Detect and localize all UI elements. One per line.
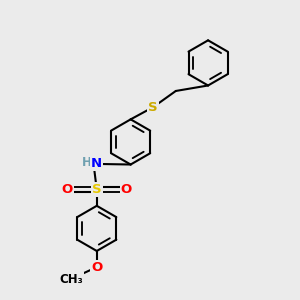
Text: H: H: [82, 156, 92, 169]
Text: CH₃: CH₃: [59, 272, 83, 286]
Text: O: O: [121, 183, 132, 196]
Text: O: O: [91, 261, 102, 274]
Text: N: N: [91, 158, 102, 170]
Text: S: S: [148, 100, 158, 114]
Text: O: O: [61, 183, 73, 196]
Text: S: S: [92, 183, 102, 196]
